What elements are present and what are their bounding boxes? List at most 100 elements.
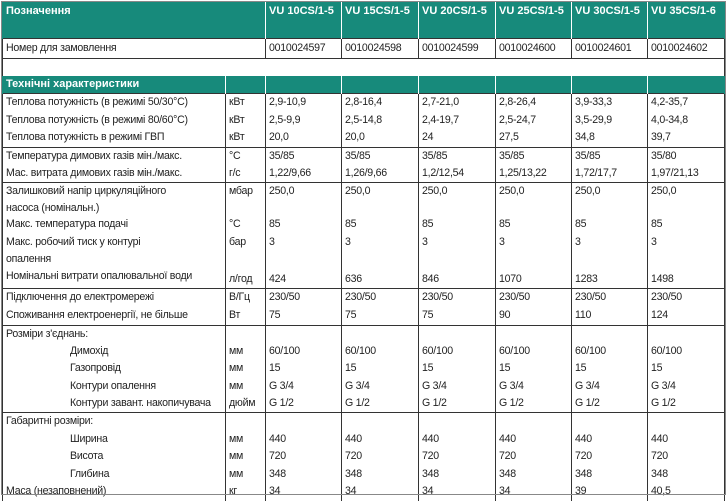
spec-value: 440 (269, 431, 341, 449)
spec-value: 424 (269, 268, 341, 288)
spec-value: 85 (345, 216, 418, 234)
spec-label: Теплова потужність (в режимі 80/60°C) (6, 112, 225, 130)
spec-unit: г/с (229, 165, 265, 182)
model-header: VU 20CS/1-5 (419, 2, 496, 39)
section-title: Технічні характеристики (3, 76, 226, 94)
spec-value: 3 (575, 234, 647, 268)
spec-value: G 1/2 (651, 395, 724, 412)
header-row: Позначення VU 10CS/1-5 VU 15CS/1-5 VU 20… (3, 2, 725, 39)
section-cell (266, 76, 342, 94)
spec-label-text: Теплова потужність в режимі ГВП (6, 129, 164, 146)
spec-value: 40,5 (651, 483, 724, 501)
spec-label-text: Теплова потужність (в режимі 80/60°C) (6, 112, 188, 129)
spec-label: Теплова потужність в режимі ГВП (6, 129, 225, 147)
spec-value: 230/50 (345, 289, 418, 307)
header-title: Позначення (3, 2, 266, 39)
spec-label-text: Димохід (70, 343, 108, 360)
spec-label: Контури завант. накопичувача (6, 395, 225, 412)
spec-value: 75 (345, 307, 418, 325)
spec-value: 15 (345, 360, 418, 377)
spec-value: 440 (651, 431, 724, 449)
spec-value: G 1/2 (269, 395, 341, 412)
spec-unit: л/год (229, 268, 265, 288)
spec-value: 1,25/13,22 (499, 165, 571, 182)
spec-unit: мм (229, 431, 265, 449)
spec-unit: °C (229, 216, 265, 234)
spec-value: 34 (345, 483, 418, 501)
spec-value: 2,7-21,0 (422, 94, 495, 112)
spec-value: 1498 (651, 268, 724, 288)
section-header-row: Технічні характеристики (3, 76, 725, 94)
section-cell (419, 76, 496, 94)
spec-value: 250,0 (499, 183, 571, 216)
spec-value: 3 (499, 234, 571, 268)
spec-value: 15 (269, 360, 341, 377)
spec-value: G 3/4 (651, 378, 724, 395)
spec-value: 60/100 (345, 343, 418, 360)
spec-value: G 1/2 (345, 395, 418, 412)
spec-value: 230/50 (499, 289, 571, 307)
spec-value: 250,0 (651, 183, 724, 216)
spec-value: 720 (575, 448, 647, 466)
spec-value: 230/50 (651, 289, 724, 307)
spec-value: 440 (345, 431, 418, 449)
spec-value: 35/85 (345, 148, 418, 165)
spec-unit: кВт (229, 94, 265, 112)
spec-value: 34 (422, 483, 495, 501)
spec-value (575, 413, 647, 431)
spec-value: 35/85 (422, 148, 495, 165)
spec-value: 720 (499, 448, 571, 466)
spec-value: 60/100 (422, 343, 495, 360)
order-number: 0010024602 (648, 39, 725, 59)
spec-value: 1,2/12,54 (422, 165, 495, 182)
spec-value: 75 (269, 307, 341, 325)
spec-value: 124 (651, 307, 724, 325)
model-header: VU 35CS/1-6 (648, 2, 725, 39)
spec-value: 35/80 (651, 148, 724, 165)
spec-label-text: Номінальні витрати опалювальної води (6, 268, 192, 285)
spec-value: 60/100 (651, 343, 724, 360)
spec-value: 15 (422, 360, 495, 377)
spec-value (575, 326, 647, 343)
spec-value: 348 (345, 466, 418, 484)
spec-value: 2,8-16,4 (345, 94, 418, 112)
spec-label-text: Розміри з'єднань: (6, 326, 88, 343)
spec-label: Споживання електроенергії, не більше (6, 307, 225, 325)
order-number: 0010024600 (496, 39, 572, 59)
spacer-cell (3, 59, 725, 77)
spec-label-text: Мас. витрата димових газів мін./макс. (6, 165, 182, 182)
spec-unit (229, 326, 265, 343)
spacer-row (3, 59, 725, 77)
spec-value: 348 (269, 466, 341, 484)
spec-unit: Вт (229, 307, 265, 325)
spec-label-text: Габаритні розміри: (6, 413, 93, 430)
spec-group-row: Теплова потужність (в режимі 50/30°C)Теп… (3, 94, 725, 148)
spec-label: Теплова потужність (в режимі 50/30°C) (6, 94, 225, 112)
spec-value: 1,97/21,13 (651, 165, 724, 182)
spec-value: 1283 (575, 268, 647, 288)
spec-value: 85 (651, 216, 724, 234)
spec-value: 85 (575, 216, 647, 234)
spec-label: Глибина (6, 466, 225, 484)
spec-label-text: Глибина (70, 466, 109, 483)
spec-value: G 1/2 (575, 395, 647, 412)
